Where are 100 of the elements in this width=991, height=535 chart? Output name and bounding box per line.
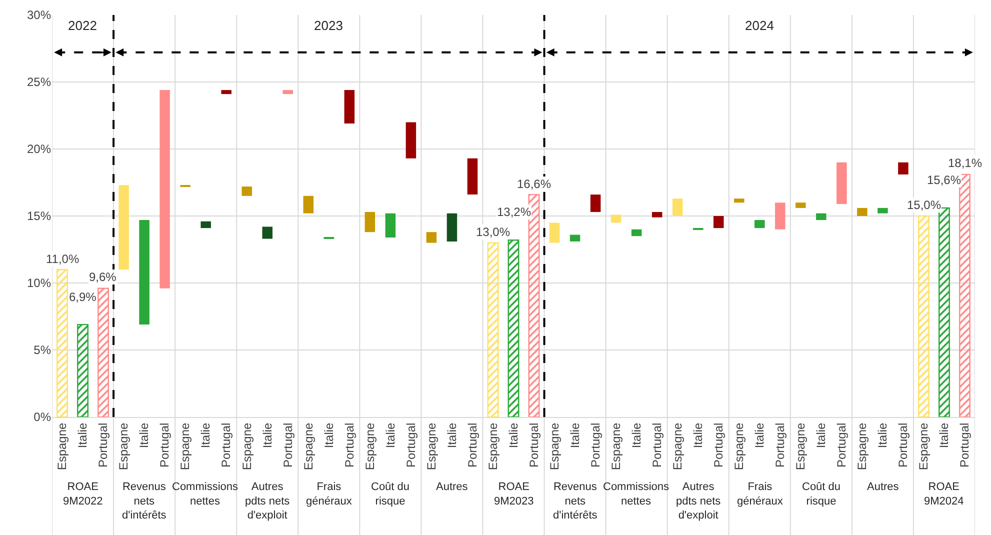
bar <box>672 198 683 216</box>
y-tick-label: 15% <box>26 209 52 224</box>
bar <box>898 162 908 174</box>
x-tick-label: Italie <box>568 422 582 448</box>
bar <box>262 226 272 239</box>
x-tick-label: Portugal <box>280 422 295 468</box>
bar <box>98 288 110 417</box>
bar <box>487 242 499 417</box>
bar <box>754 220 765 228</box>
x-tick-label: Italie <box>198 422 213 448</box>
x-tick-label: Espagne <box>916 422 931 470</box>
x-tick-label: Portugal <box>96 422 110 468</box>
y-tick-label: 25% <box>26 75 52 90</box>
x-tick-label: Portugal <box>526 422 541 468</box>
x-tick-label: Espagne <box>424 422 438 470</box>
text: Autres pdts nets d'exploit <box>245 481 290 522</box>
y-tick-label: 30% <box>26 8 52 22</box>
x-tick-label: Italie <box>629 422 644 448</box>
bar <box>118 185 129 270</box>
x-tick-label: Espagne <box>362 422 377 470</box>
text: Revenus nets d'intérêts <box>122 481 167 522</box>
y-tick-label: 5% <box>34 343 52 358</box>
bar <box>816 213 826 220</box>
bar <box>590 194 601 212</box>
x-tick-label: Italie <box>691 422 705 448</box>
bar <box>426 232 437 243</box>
text: Revenus nets d'intérêts <box>553 481 598 522</box>
data-label: 15,0% <box>907 198 942 212</box>
x-tick-label: Portugal <box>219 422 234 468</box>
bar <box>610 214 622 223</box>
x-tick-label: Espagne <box>855 422 870 470</box>
data-label: 18,1% <box>948 156 982 170</box>
bar <box>406 122 416 158</box>
x-tick-label: Espagne <box>732 422 746 470</box>
x-tick-label: Italie <box>444 422 459 448</box>
x-tick-label: Espagne <box>240 422 254 470</box>
bar <box>77 324 88 417</box>
text: Coût du risque <box>371 481 410 508</box>
x-tick-label: Italie <box>260 422 274 448</box>
x-tick-label: Portugal <box>712 422 726 468</box>
x-tick-label: Portugal <box>834 422 849 468</box>
text: ROAE 9M2023 <box>494 481 534 508</box>
bar <box>631 229 642 236</box>
bar <box>713 216 724 228</box>
x-tick-label: Italie <box>137 422 152 448</box>
bar <box>549 222 560 243</box>
text: Frais généraux <box>737 481 784 508</box>
x-tick-label: Italie <box>937 422 952 448</box>
y-tick-label: 0% <box>34 410 52 424</box>
bar <box>878 208 888 214</box>
x-tick-label: Portugal <box>896 422 910 468</box>
text: ROAE 9M2022 <box>63 481 103 508</box>
bar <box>959 174 970 417</box>
x-tick-label: Espagne <box>547 422 562 470</box>
bar <box>857 208 868 216</box>
x-tick-label: Espagne <box>55 422 70 470</box>
bar <box>303 196 314 214</box>
bar <box>160 90 170 288</box>
x-tick-label: Portugal <box>650 422 664 468</box>
bar <box>918 215 930 417</box>
text: Coût du risque <box>802 481 841 508</box>
annotation: 2022 <box>68 18 97 33</box>
x-tick-label: Italie <box>383 422 398 448</box>
bar <box>242 186 252 196</box>
x-tick-label: Espagne <box>178 422 192 470</box>
bar <box>775 202 786 230</box>
bar <box>508 240 520 417</box>
y-tick-label: 20% <box>26 142 52 156</box>
bar <box>364 212 376 232</box>
text: Commissions nettes <box>172 481 239 508</box>
x-tick-label: Italie <box>814 422 828 448</box>
x-tick-label: Portugal <box>158 422 172 468</box>
x-tick-label: Espagne <box>486 422 500 470</box>
bar <box>652 212 662 218</box>
bar <box>570 234 580 242</box>
bar <box>200 221 211 228</box>
bar <box>56 269 68 417</box>
y-tick-label: 10% <box>26 276 52 290</box>
data-label: 9,6% <box>89 270 117 284</box>
data-label: 13,2% <box>497 205 532 219</box>
bar <box>282 90 294 94</box>
bar <box>344 90 355 124</box>
bar <box>796 202 806 208</box>
data-label: 16,6% <box>517 177 552 191</box>
bar <box>385 213 396 238</box>
bar <box>139 220 150 325</box>
x-tick-label: Espagne <box>301 422 316 470</box>
bar <box>734 198 744 203</box>
bar <box>836 162 847 204</box>
x-tick-label: Italie <box>876 422 890 448</box>
bar <box>467 158 478 195</box>
x-tick-label: Portugal <box>465 422 480 468</box>
text: Autres pdts nets d'exploit <box>676 481 722 522</box>
x-tick-label: Italie <box>76 422 90 448</box>
x-tick-label: Espagne <box>116 422 131 470</box>
x-tick-label: Portugal <box>773 422 788 468</box>
x-tick-label: Italie <box>506 422 520 448</box>
text: Autres <box>867 481 900 493</box>
text: ROAE 9M2024 <box>924 481 964 508</box>
text: Autres <box>436 481 468 493</box>
